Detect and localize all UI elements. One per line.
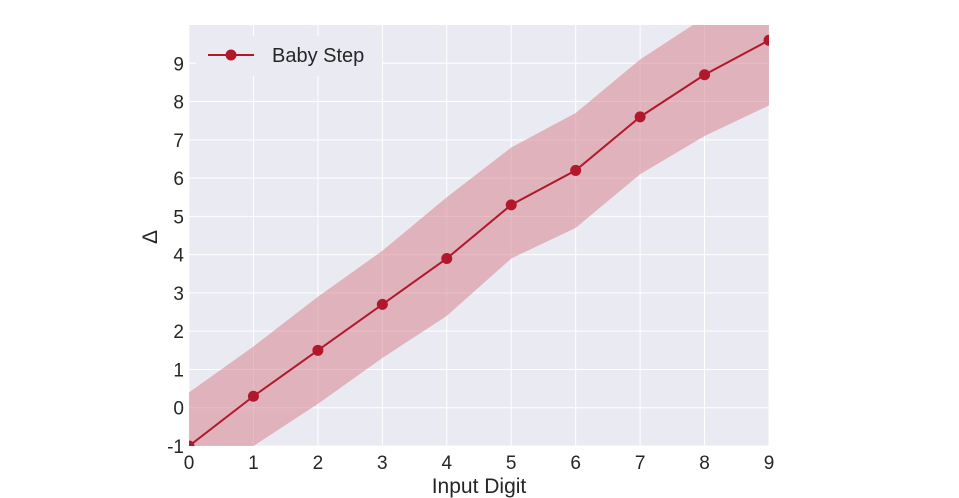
y-axis-ticks: -1 0 1 2 3 4 5 6 7 8 9 (167, 54, 184, 458)
x-axis-title: Input Digit (432, 475, 527, 498)
y-tick-label: 4 (173, 246, 184, 267)
x-tick-label: 4 (441, 453, 452, 474)
y-tick-label: 6 (173, 169, 184, 190)
x-tick-label: 0 (184, 453, 195, 474)
x-tick-label: 6 (570, 453, 581, 474)
x-tick-label: 3 (377, 453, 388, 474)
legend-label-baby-step: Baby Step (272, 45, 364, 67)
y-tick-label: 0 (173, 399, 184, 420)
y-tick-label: 3 (173, 284, 184, 305)
y-axis-title: Δ (139, 230, 162, 244)
data-point (441, 252, 453, 264)
y-tick-label: 2 (173, 322, 184, 343)
x-tick-label: 2 (313, 453, 324, 474)
data-point (505, 199, 517, 211)
legend: Baby Step (196, 36, 382, 76)
series-line (189, 39, 769, 446)
legend-marker-baby-step (225, 49, 237, 61)
data-point (247, 390, 259, 402)
y-tick-label: 8 (173, 93, 184, 114)
x-tick-label: 7 (635, 453, 646, 474)
data-point (699, 69, 711, 81)
data-point (189, 440, 195, 446)
y-tick-label: 9 (173, 54, 184, 75)
x-tick-label: 9 (764, 453, 775, 474)
data-point (570, 164, 582, 176)
data-point (634, 111, 646, 123)
y-tick-label: -1 (167, 437, 184, 458)
series-layer (189, 25, 769, 446)
data-point (763, 34, 769, 46)
x-tick-label: 5 (506, 453, 517, 474)
y-tick-label: 7 (173, 131, 184, 152)
data-point (376, 298, 388, 310)
data-point (312, 344, 324, 356)
y-tick-label: 1 (173, 360, 184, 381)
x-axis-ticks: 0 1 2 3 4 5 6 7 8 9 (184, 453, 775, 474)
x-tick-label: 1 (248, 453, 259, 474)
y-tick-label: 5 (173, 207, 184, 228)
x-tick-label: 8 (699, 453, 710, 474)
